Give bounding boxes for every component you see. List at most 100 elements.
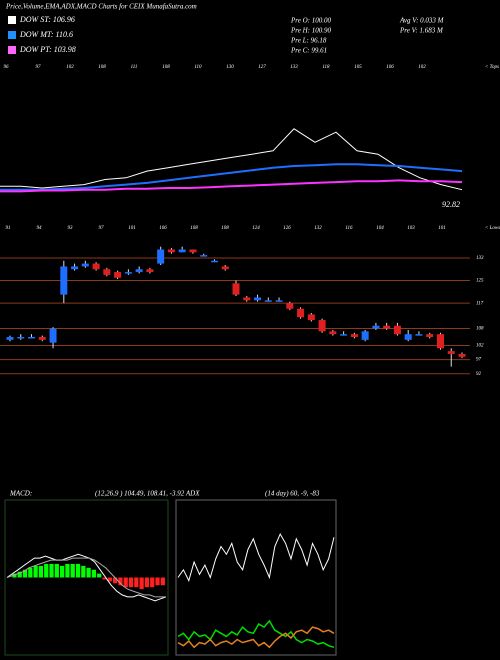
low-label: 126	[283, 226, 291, 231]
low-label: 116	[345, 226, 353, 231]
low-label: 103	[407, 226, 415, 231]
histogram-bar	[70, 563, 75, 578]
histogram-bar	[102, 577, 107, 580]
info: Pre H: 100.90	[290, 27, 331, 35]
candle-body	[124, 272, 132, 274]
low-label: 104	[376, 226, 384, 231]
info: Avg V: 0.033 M	[399, 17, 445, 25]
y-tick-label: 92	[476, 372, 482, 377]
candle-body	[340, 334, 348, 336]
candle-body	[6, 337, 14, 340]
candle-body	[60, 266, 68, 295]
histogram-bar	[12, 573, 17, 578]
low-label: 132	[314, 226, 322, 231]
legend-swatch	[8, 16, 16, 24]
macd-title: MACD:	[9, 490, 32, 498]
y-tick-label: 97	[476, 358, 482, 363]
candle-body	[221, 266, 229, 270]
top-label: 130	[226, 65, 234, 70]
adx-panel	[175, 499, 337, 656]
histogram-bar	[81, 565, 86, 578]
info: Pre O: 100.00	[290, 17, 331, 25]
y-tick-label: 108	[476, 327, 484, 332]
candle-body	[383, 325, 391, 329]
candle-body	[71, 266, 79, 270]
low-label: 94	[37, 226, 43, 231]
histogram-bar	[118, 577, 123, 586]
adx-line	[177, 626, 335, 649]
histogram-bar	[107, 577, 112, 582]
top-label: 102	[418, 65, 426, 70]
macd-line	[6, 557, 166, 598]
candle-body	[232, 283, 240, 295]
candle-body	[350, 334, 358, 337]
adx-line	[177, 532, 335, 582]
histogram-bar	[28, 567, 33, 578]
histogram-bar	[54, 563, 59, 578]
histogram-bar	[75, 563, 81, 578]
histogram-bar	[33, 565, 38, 578]
legend-label: DOW ST: 106.96	[19, 15, 75, 24]
top-label: 108	[162, 65, 170, 70]
low-label: 91	[6, 226, 11, 231]
top-label: 105	[354, 65, 362, 70]
adx-title: (14 day) 60, -9, -83	[265, 490, 320, 498]
top-label: 111	[131, 65, 138, 70]
low-label: 93	[68, 226, 74, 231]
candle-body	[297, 308, 305, 318]
top-label: 106	[386, 65, 394, 70]
candle-body	[135, 269, 143, 273]
top-caption: < Tops	[485, 65, 499, 70]
candle-body	[28, 337, 36, 339]
candle-body	[243, 297, 251, 301]
ema-line	[0, 163, 463, 191]
y-tick-label: 133	[476, 256, 484, 261]
legend-swatch	[8, 31, 16, 39]
candle-body	[275, 300, 283, 302]
candle-body	[210, 260, 218, 263]
candle-body	[178, 249, 186, 253]
histogram-bar	[144, 577, 150, 588]
top-label: 118	[322, 65, 330, 70]
page-title: Price,Volume,EMA,ADX,MACD Charts for CEI…	[5, 3, 197, 11]
ema-line	[0, 128, 463, 191]
macd-line	[6, 553, 167, 602]
low-label: 108	[221, 226, 229, 231]
candle-body	[254, 297, 262, 301]
candle-body	[81, 263, 89, 267]
y-tick-label: 125	[476, 279, 484, 284]
legend-label: DOW PT: 103.98	[19, 45, 76, 54]
histogram-bar	[60, 565, 65, 578]
top-label: 96	[4, 65, 10, 70]
candle-body	[200, 255, 208, 257]
candle-body	[189, 249, 197, 253]
top-label: 133	[290, 65, 298, 70]
histogram-bar	[128, 577, 134, 588]
candle-body	[92, 263, 100, 270]
histogram-bar	[139, 577, 144, 590]
candle-body	[167, 249, 175, 253]
candle-body	[458, 353, 466, 357]
legend-swatch	[8, 46, 16, 54]
candle-body	[146, 269, 154, 273]
top-label: 127	[258, 65, 266, 70]
low-label: 106	[159, 226, 167, 231]
candle-body	[49, 328, 57, 343]
legend-label: DOW MT: 110.6	[19, 30, 73, 39]
info: Pre V: 1.683 M	[399, 27, 444, 35]
last-label: 92.82	[442, 200, 460, 209]
histogram-bar	[22, 569, 28, 578]
histogram-bar	[160, 577, 165, 586]
ema-line	[0, 179, 463, 193]
low-label: 101	[438, 226, 446, 231]
candle-body	[318, 320, 326, 332]
low-label: 97	[99, 226, 105, 231]
candle-body	[361, 331, 369, 340]
candle-body	[404, 334, 412, 340]
histogram-bar	[91, 569, 97, 578]
candle-body	[38, 337, 46, 340]
candle-body	[372, 325, 380, 329]
candle-body	[426, 334, 434, 337]
candle-body	[264, 300, 272, 302]
